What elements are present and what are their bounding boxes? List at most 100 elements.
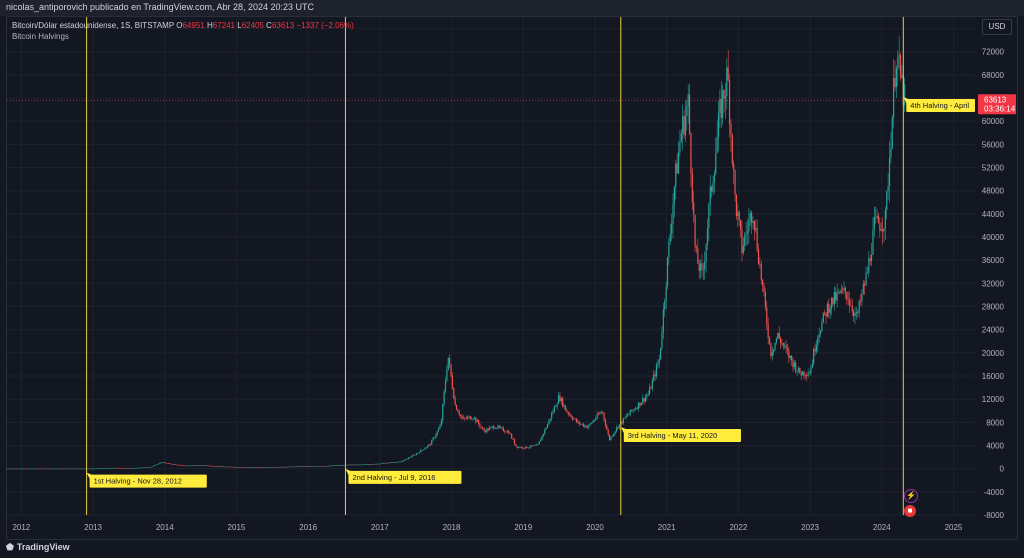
candle-body (239, 467, 241, 468)
candle-body (724, 96, 727, 99)
candle-body (284, 466, 287, 468)
candle-body (472, 418, 474, 420)
candle-body (733, 163, 735, 171)
tradingview-logo[interactable]: ⬟ TradingView (6, 542, 70, 553)
candle-body (899, 54, 902, 78)
candle-body (593, 420, 596, 421)
candle-body (697, 248, 699, 264)
candle-body (734, 170, 736, 195)
candle-body (229, 466, 231, 468)
candle-body (398, 461, 400, 463)
x-tick-label: 2017 (371, 523, 389, 532)
candle-body (203, 465, 205, 466)
candle-body (429, 444, 431, 446)
candle-body (865, 272, 867, 286)
candle-body (556, 403, 558, 407)
candle-body (522, 447, 524, 449)
candle-body (287, 466, 289, 468)
candle-body (75, 468, 77, 470)
candle-body (698, 263, 700, 272)
candle-body (596, 414, 598, 419)
candle-body (887, 186, 889, 192)
x-tick-label: 2018 (443, 523, 461, 532)
candle-body (614, 431, 616, 434)
indicator-name[interactable]: Bitcoin Halvings (12, 32, 69, 41)
candle-body (728, 79, 731, 124)
candle-body (28, 468, 30, 470)
candle-body (454, 398, 456, 405)
candle-body (213, 465, 215, 467)
candle-body (580, 423, 582, 425)
candle-body (396, 462, 398, 463)
candle-body (817, 336, 819, 346)
candle-body (483, 428, 485, 431)
candle-body (80, 468, 83, 470)
candle-body (864, 284, 866, 286)
currency-button[interactable]: USD (982, 19, 1012, 35)
candle-body (796, 371, 798, 373)
candle-body (329, 465, 331, 467)
candle-body (879, 223, 881, 231)
candle-body (607, 429, 609, 435)
candle-body (141, 467, 143, 469)
candle-body (541, 435, 543, 440)
candle-body (246, 467, 248, 468)
lightning-event-icon[interactable]: ⚡ (904, 489, 918, 503)
candle-body (586, 427, 589, 428)
candle-body (49, 468, 51, 470)
candle-body (290, 466, 292, 468)
candle-body (409, 457, 411, 459)
candle-body (249, 467, 251, 468)
close-value: 63613 (271, 21, 295, 30)
x-tick-label: 2021 (658, 523, 676, 532)
candle-body (640, 402, 642, 406)
candle-body (570, 414, 572, 418)
candle-body (104, 468, 106, 469)
candle-body (131, 467, 134, 469)
candle-body (56, 468, 58, 470)
candle-body (793, 362, 795, 368)
candle-body (857, 312, 859, 313)
halving-label-box (89, 474, 207, 488)
candle-body (632, 409, 634, 411)
y-tick-label: 12000 (982, 395, 1005, 404)
candle-body (311, 466, 313, 467)
candle-body (573, 418, 575, 420)
candle-body (346, 464, 349, 466)
candle-body (508, 431, 510, 434)
candle-body (693, 202, 695, 215)
candle-body (880, 229, 882, 231)
candle-body (16, 468, 18, 470)
candle-body (706, 228, 709, 245)
candle-body (482, 427, 484, 429)
candle-body (47, 468, 49, 470)
candle-body (646, 395, 648, 398)
candle-body (807, 373, 809, 376)
candle-body (73, 468, 76, 470)
candle-body (571, 417, 573, 420)
candle-body (557, 395, 560, 404)
candle-body (178, 464, 180, 466)
candle-body (42, 468, 44, 470)
candle-body (457, 409, 459, 413)
candle-body (382, 463, 385, 464)
candle-body (27, 468, 29, 470)
candle-body (808, 373, 811, 375)
candle-body (778, 332, 780, 339)
candle-body (833, 292, 835, 305)
candle-body (191, 465, 193, 467)
candle-body (869, 258, 871, 262)
flag-event-icon[interactable]: ■ (904, 505, 916, 517)
candle-body (68, 468, 70, 470)
candle-body (810, 367, 812, 374)
candle-body (392, 462, 394, 463)
candle-body (453, 388, 455, 399)
candle-body (548, 420, 550, 425)
candle-body (803, 371, 805, 376)
candle-body (566, 410, 568, 413)
candle-body (377, 463, 379, 465)
candle-body (282, 466, 284, 468)
x-tick-label: 2025 (945, 523, 963, 532)
candle-body (389, 462, 391, 464)
